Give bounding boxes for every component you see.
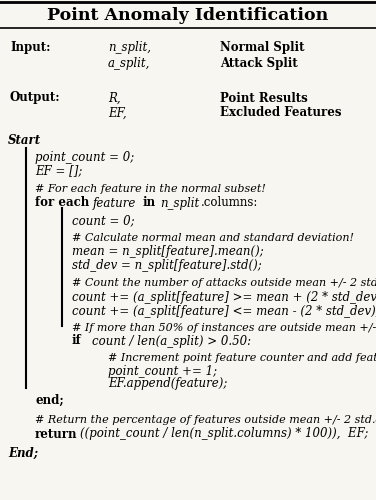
Text: Output:: Output: bbox=[10, 92, 61, 104]
Text: point_count = 0;: point_count = 0; bbox=[35, 150, 134, 164]
Text: count = 0;: count = 0; bbox=[72, 214, 135, 228]
Text: n_split,: n_split, bbox=[108, 42, 151, 54]
Text: Attack Split: Attack Split bbox=[220, 56, 298, 70]
Text: Excluded Features: Excluded Features bbox=[220, 106, 341, 120]
Text: EF,: EF, bbox=[108, 106, 127, 120]
Text: in: in bbox=[143, 196, 156, 209]
Text: for each: for each bbox=[35, 196, 89, 209]
Text: count += (a_split[feature] <= mean - (2 * std_dev)).sum();: count += (a_split[feature] <= mean - (2 … bbox=[72, 304, 376, 318]
Text: mean = n_split[feature].mean();: mean = n_split[feature].mean(); bbox=[72, 246, 264, 258]
Text: point_count += 1;: point_count += 1; bbox=[108, 364, 217, 378]
Text: end;: end; bbox=[35, 394, 64, 406]
Text: count / len(a_split) > 0.50:: count / len(a_split) > 0.50: bbox=[92, 334, 251, 347]
Text: Input:: Input: bbox=[10, 42, 50, 54]
Text: R,: R, bbox=[108, 92, 121, 104]
Text: Normal Split: Normal Split bbox=[220, 42, 305, 54]
Text: Point Results: Point Results bbox=[220, 92, 308, 104]
Text: # Count the number of attacks outside mean +/- 2 std.dev!: # Count the number of attacks outside me… bbox=[72, 278, 376, 288]
Text: # Increment point feature counter and add feature to EF!: # Increment point feature counter and ad… bbox=[108, 353, 376, 363]
Text: # For each feature in the normal subset!: # For each feature in the normal subset! bbox=[35, 184, 266, 194]
Text: # Return the percentage of features outside mean +/- 2 std.dev!: # Return the percentage of features outs… bbox=[35, 415, 376, 425]
Text: # If more than 50% of instances are outside mean +/- 2 std.dev!: # If more than 50% of instances are outs… bbox=[72, 323, 376, 333]
Text: EF.append(feature);: EF.append(feature); bbox=[108, 378, 227, 390]
Text: count += (a_split[feature] >= mean + (2 * std_dev)).sum();: count += (a_split[feature] >= mean + (2 … bbox=[72, 290, 376, 304]
Text: feature: feature bbox=[93, 196, 136, 209]
Text: # Calculate normal mean and standard deviation!: # Calculate normal mean and standard dev… bbox=[72, 233, 354, 243]
Text: if: if bbox=[72, 334, 82, 347]
Text: EF = [];: EF = []; bbox=[35, 164, 82, 177]
Text: std_dev = n_split[feature].std();: std_dev = n_split[feature].std(); bbox=[72, 260, 262, 272]
Text: Point Anomaly Identification: Point Anomaly Identification bbox=[47, 6, 329, 24]
Text: End;: End; bbox=[8, 446, 38, 460]
Text: Start: Start bbox=[8, 134, 41, 146]
Text: ((point_count / len(n_split.columns) * 100)),  EF;: ((point_count / len(n_split.columns) * 1… bbox=[80, 428, 368, 440]
Text: a_split,: a_split, bbox=[108, 56, 150, 70]
Text: .columns:: .columns: bbox=[201, 196, 258, 209]
Text: n_split: n_split bbox=[160, 196, 199, 209]
Text: return: return bbox=[35, 428, 77, 440]
